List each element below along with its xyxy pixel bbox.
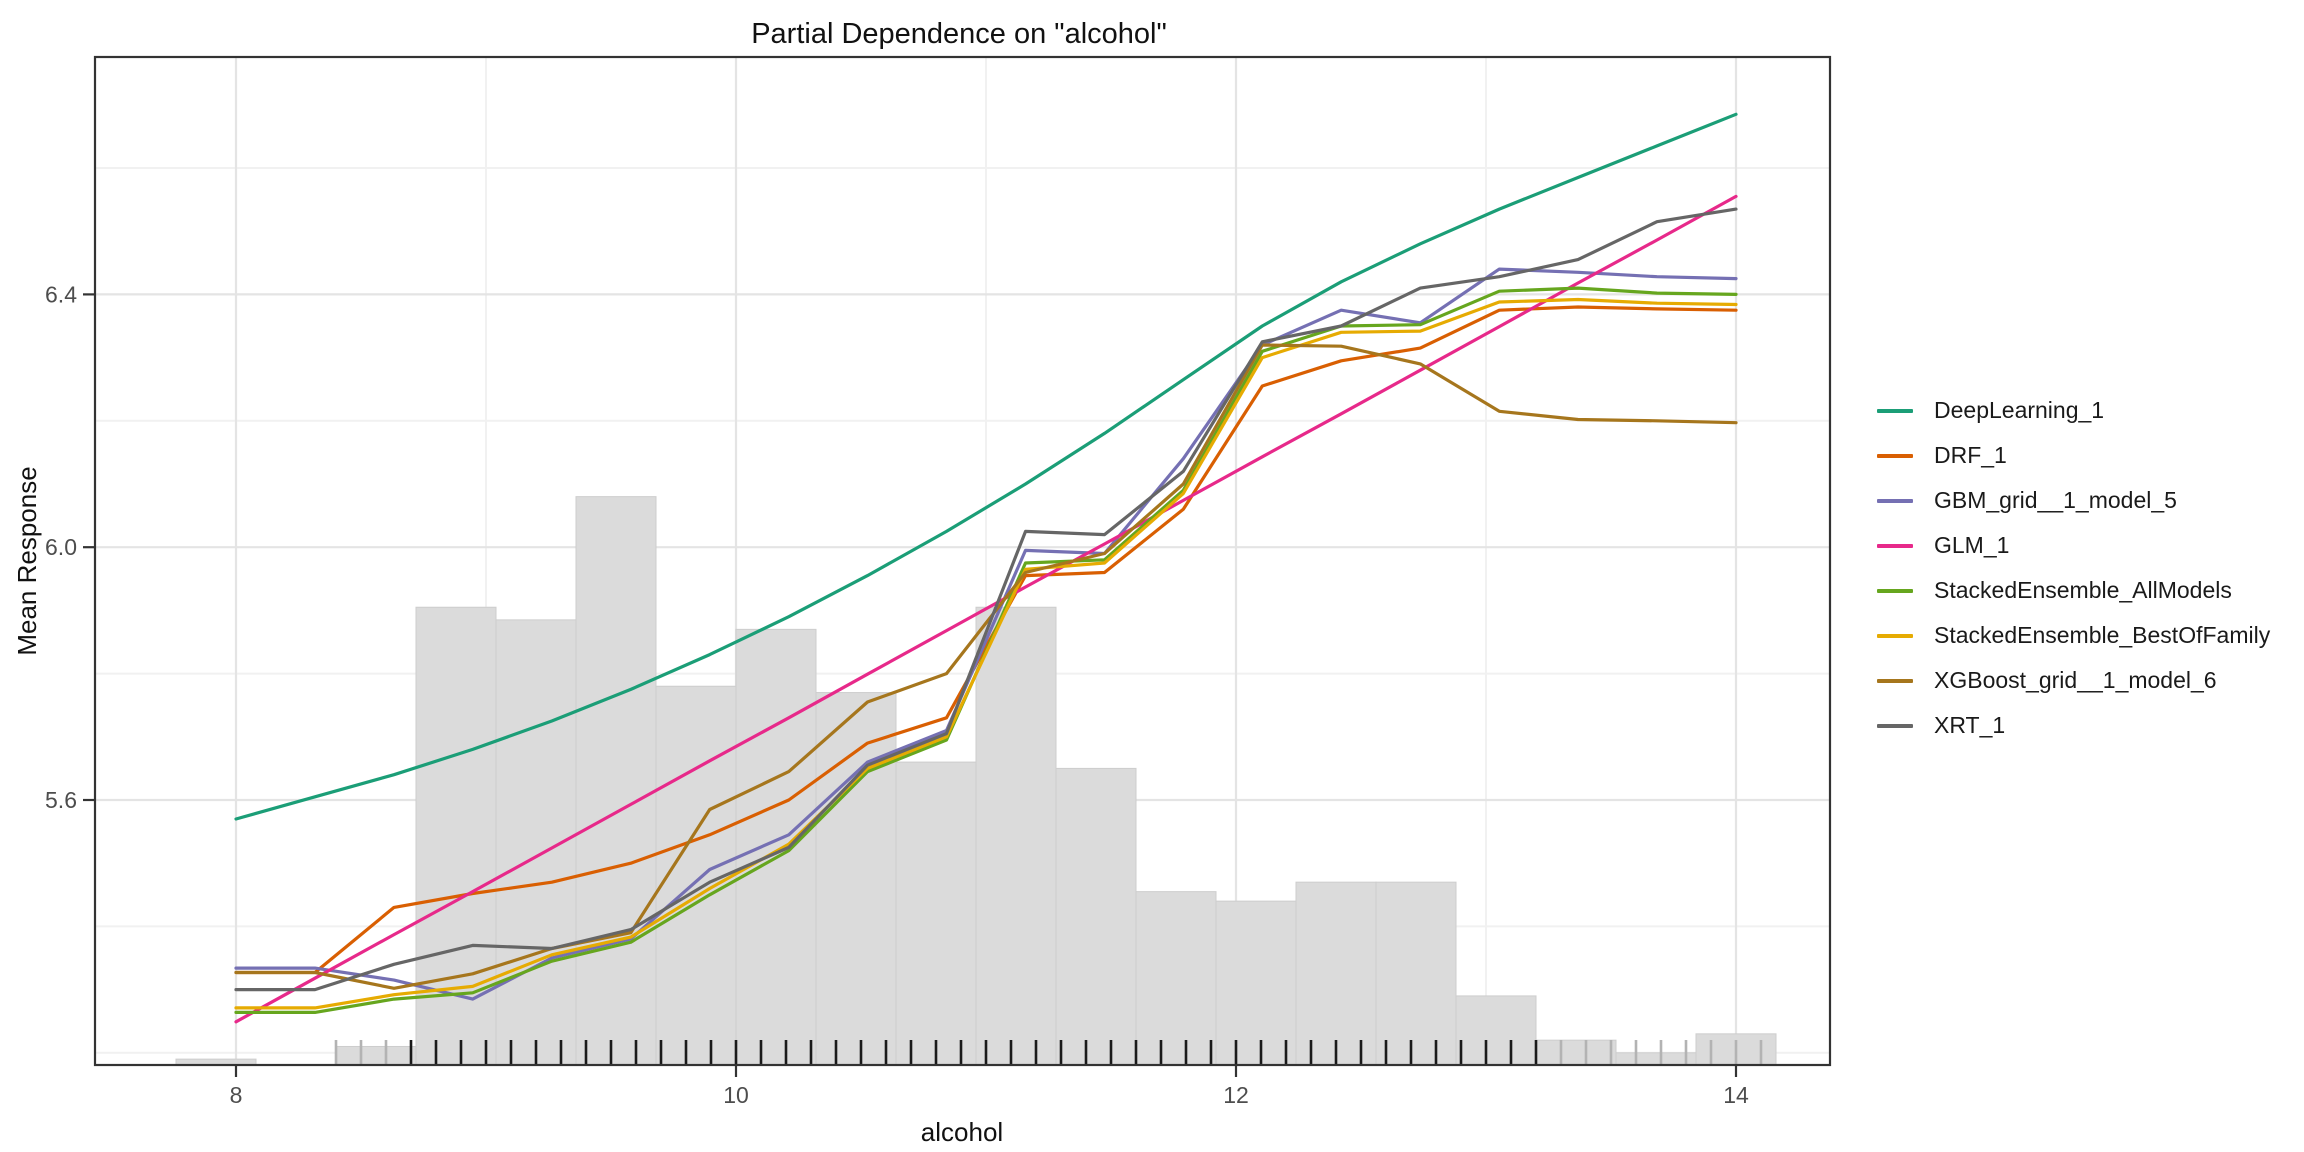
legend-key-StackedEnsemble_AllModels (1877, 588, 1913, 593)
histogram-bar (735, 628, 817, 1066)
histogram-bar (1455, 995, 1537, 1066)
legend-key-DRF_1 (1877, 453, 1913, 458)
legend-item: XGBoost_grid__1_model_6 (1877, 658, 2270, 703)
legend-key-GBM_grid__1_model_5 (1877, 498, 1913, 503)
legend-label: DeepLearning_1 (1934, 397, 2105, 423)
legend-key-GLM_1 (1877, 543, 1913, 548)
legend-label: XGBoost_grid__1_model_6 (1934, 667, 2217, 693)
legend-item: DRF_1 (1877, 433, 2270, 478)
histogram-bar (1215, 900, 1297, 1066)
panel-border (93, 55, 1832, 1067)
y-tick-label: 5.6 (45, 787, 77, 813)
chart-title: Partial Dependence on "alcohol" (751, 18, 1167, 50)
histogram-bar (575, 496, 657, 1066)
legend-key-DeepLearning_1 (1877, 408, 1913, 413)
legend-key-XRT_1 (1877, 723, 1913, 728)
series-line-DRF_1 (234, 305, 1738, 975)
histogram-bar (1055, 767, 1137, 1066)
x-tick-label: 14 (1723, 1082, 1749, 1108)
histogram-bar (1375, 881, 1457, 1066)
x-tick-label: 8 (230, 1082, 243, 1108)
series-line-XGBoost_grid__1_model_6 (234, 343, 1738, 990)
x-tick-label: 12 (1223, 1082, 1249, 1108)
histogram-bar (335, 1045, 417, 1066)
legend-item: StackedEnsemble_BestOfFamily (1877, 613, 2270, 658)
legend-item: XRT_1 (1877, 703, 2270, 748)
legend-label: GLM_1 (1934, 532, 2010, 558)
y-axis-title: Mean Response (12, 466, 42, 656)
legend-key-StackedEnsemble_BestOfFamily (1877, 633, 1913, 638)
series-line-XRT_1 (234, 207, 1738, 992)
legend-label: StackedEnsemble_AllModels (1934, 577, 2232, 603)
series-line-GLM_1 (234, 194, 1738, 1024)
legend-item: GLM_1 (1877, 523, 2270, 568)
legend: DeepLearning_1 DRF_1 GBM_grid__1_model_5 GL… (1877, 388, 2270, 748)
legend-key-XGBoost_grid__1_model_6 (1877, 678, 1913, 683)
histogram-bar (895, 761, 977, 1066)
y-tick-label: 6.0 (45, 534, 77, 560)
legend-label: StackedEnsemble_BestOfFamily (1934, 622, 2271, 648)
legend-label: GBM_grid__1_model_5 (1934, 487, 2177, 513)
legend-item: StackedEnsemble_AllModels (1877, 568, 2270, 613)
histogram-bar (1295, 881, 1377, 1066)
histogram-bar (975, 606, 1057, 1066)
legend-label: DRF_1 (1934, 442, 2007, 468)
x-axis-title: alcohol (920, 1117, 1004, 1147)
x-tick-label: 10 (723, 1082, 749, 1108)
legend-item: DeepLearning_1 (1877, 388, 2270, 433)
series-line-StackedEnsemble_BestOfFamily (234, 297, 1738, 1010)
histogram-bar (1615, 1052, 1697, 1066)
histogram-bar (1135, 891, 1217, 1066)
histogram-bar (815, 692, 897, 1066)
y-tick-label: 6.4 (45, 281, 77, 307)
histogram-bar (1535, 1039, 1617, 1066)
legend-label: XRT_1 (1934, 712, 2006, 738)
series-line-DeepLearning_1 (234, 112, 1738, 821)
legend-item: GBM_grid__1_model_5 (1877, 478, 2270, 523)
